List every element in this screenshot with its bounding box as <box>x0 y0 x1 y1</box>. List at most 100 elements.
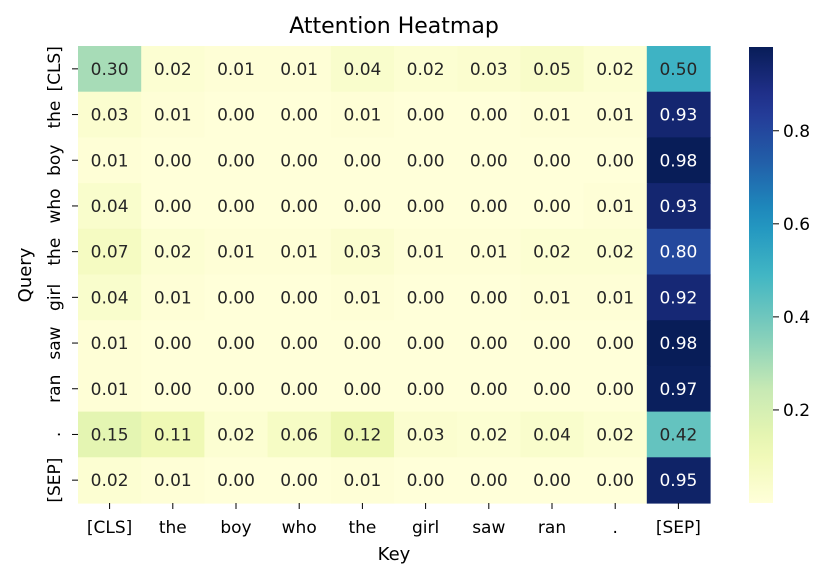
y-axis-label: Query <box>15 247 36 302</box>
x-tick-label: [CLS] <box>87 518 132 538</box>
cell-value-label: 0.42 <box>659 425 697 445</box>
colorbar-tick-label: 0.2 <box>783 401 810 421</box>
cell-value-label: 0.97 <box>659 380 697 400</box>
cell-value-label: 0.00 <box>407 380 445 400</box>
heatmap-cell <box>204 320 269 367</box>
cell-value-label: 0.00 <box>596 334 634 354</box>
heatmap-cell <box>267 183 332 230</box>
heatmap-cell <box>78 320 142 367</box>
heatmap-cell <box>267 411 332 458</box>
heatmap-cell <box>141 411 205 458</box>
cell-value-label: 0.00 <box>533 380 571 400</box>
cell-value-label: 0.00 <box>217 471 255 491</box>
cell-value-label: 0.00 <box>154 380 192 400</box>
cell-value-label: 0.00 <box>217 334 255 354</box>
heatmap-cell <box>141 137 205 184</box>
cell-value-label: 0.00 <box>470 288 508 308</box>
heatmap-cell <box>520 91 585 138</box>
y-tick-label: [CLS] <box>45 46 65 91</box>
heatmap-cell <box>583 137 648 184</box>
cell-value-label: 0.01 <box>470 243 508 263</box>
cell-value-label: 0.00 <box>343 334 381 354</box>
heatmap-cell <box>78 365 142 413</box>
heatmap-cell <box>394 274 458 321</box>
cell-value-label: 0.00 <box>154 151 192 171</box>
y-tick-label: who <box>45 188 65 223</box>
cell-value-label: 0.30 <box>91 60 129 80</box>
y-tick-label: [SEP] <box>45 458 65 503</box>
cell-value-label: 0.93 <box>659 197 697 217</box>
heatmap-cell <box>267 137 332 184</box>
cell-value-label: 0.11 <box>154 425 192 445</box>
heatmap-cell <box>330 365 395 413</box>
cell-value-label: 0.98 <box>659 151 697 171</box>
cell-value-label: 0.01 <box>596 197 634 217</box>
cell-value-label: 0.02 <box>217 425 255 445</box>
heatmap-cell <box>204 137 269 184</box>
heatmap-cell <box>267 274 332 321</box>
heatmap-cell <box>204 183 269 230</box>
cell-value-label: 0.93 <box>659 106 697 126</box>
heatmap-cell <box>141 228 205 276</box>
heatmap-cell <box>457 228 521 276</box>
cell-value-label: 0.00 <box>343 151 381 171</box>
heatmap-cell <box>267 228 332 276</box>
cell-value-label: 0.01 <box>343 471 381 491</box>
heatmap-cell <box>78 274 142 321</box>
heatmap-cell <box>394 411 458 458</box>
heatmap-cell <box>520 457 585 504</box>
colorbar-tick-label: 0.4 <box>783 308 810 328</box>
cell-value-label: 0.00 <box>533 471 571 491</box>
heatmap-cell <box>583 46 648 93</box>
x-tick-label: the <box>159 518 187 538</box>
heatmap-cell <box>330 228 395 276</box>
cell-value-label: 0.01 <box>154 106 192 126</box>
cell-value-label: 0.00 <box>407 471 445 491</box>
cell-value-label: 0.04 <box>343 60 381 80</box>
cell-value-label: 0.01 <box>280 60 318 80</box>
heatmap-cell <box>78 457 142 504</box>
x-tick-labels: [CLS] the boy who the girl saw ran. [SEP] <box>87 503 701 538</box>
x-tick-label: who <box>282 518 317 538</box>
cell-value-label: 0.03 <box>470 60 508 80</box>
cell-value-label: 0.01 <box>407 243 445 263</box>
heatmap-cell <box>646 411 711 458</box>
heatmap-cell <box>520 365 585 413</box>
cell-value-label: 0.00 <box>533 334 571 354</box>
cell-value-label: 0.01 <box>154 471 192 491</box>
heatmap-cell <box>583 411 648 458</box>
y-tick-labels: [CLS] the boy who the girl saw ran. [SEP] <box>45 46 78 503</box>
heatmap-cell <box>457 46 521 93</box>
cell-value-label: 0.00 <box>217 380 255 400</box>
colorbar-ticks: 0.2 0.4 0.6 0.8 <box>773 122 810 421</box>
cell-value-label: 0.00 <box>280 288 318 308</box>
cell-value-label: 0.07 <box>91 243 129 263</box>
chart-title: Attention Heatmap <box>289 14 499 39</box>
cell-value-label: 0.00 <box>470 151 508 171</box>
heatmap-cell <box>457 137 521 184</box>
heatmap-cell <box>141 274 205 321</box>
cell-value-label: 0.01 <box>217 243 255 263</box>
cell-value-label: 0.00 <box>470 106 508 126</box>
heatmap-cell <box>394 91 458 138</box>
heatmap-cell <box>457 457 521 504</box>
heatmap-cell <box>204 274 269 321</box>
heatmap-cell <box>457 320 521 367</box>
heatmap-cell <box>457 183 521 230</box>
heatmap-cell <box>394 320 458 367</box>
heatmap-cell <box>141 365 205 413</box>
cell-value-label: 0.00 <box>407 334 445 354</box>
cell-value-label: 0.15 <box>91 425 129 445</box>
cell-value-label: 0.00 <box>470 471 508 491</box>
cell-value-label: 0.00 <box>407 288 445 308</box>
heatmap-cell <box>646 228 711 276</box>
heatmap-cell <box>646 365 711 413</box>
heatmap-cell <box>394 183 458 230</box>
cell-value-label: 0.00 <box>217 288 255 308</box>
x-tick-label: . <box>612 518 617 538</box>
cell-value-label: 0.03 <box>407 425 445 445</box>
heatmap-cell <box>330 320 395 367</box>
cell-value-label: 0.02 <box>533 243 571 263</box>
cell-value-label: 0.04 <box>533 425 571 445</box>
colorbar-tick-label: 0.8 <box>783 122 810 142</box>
